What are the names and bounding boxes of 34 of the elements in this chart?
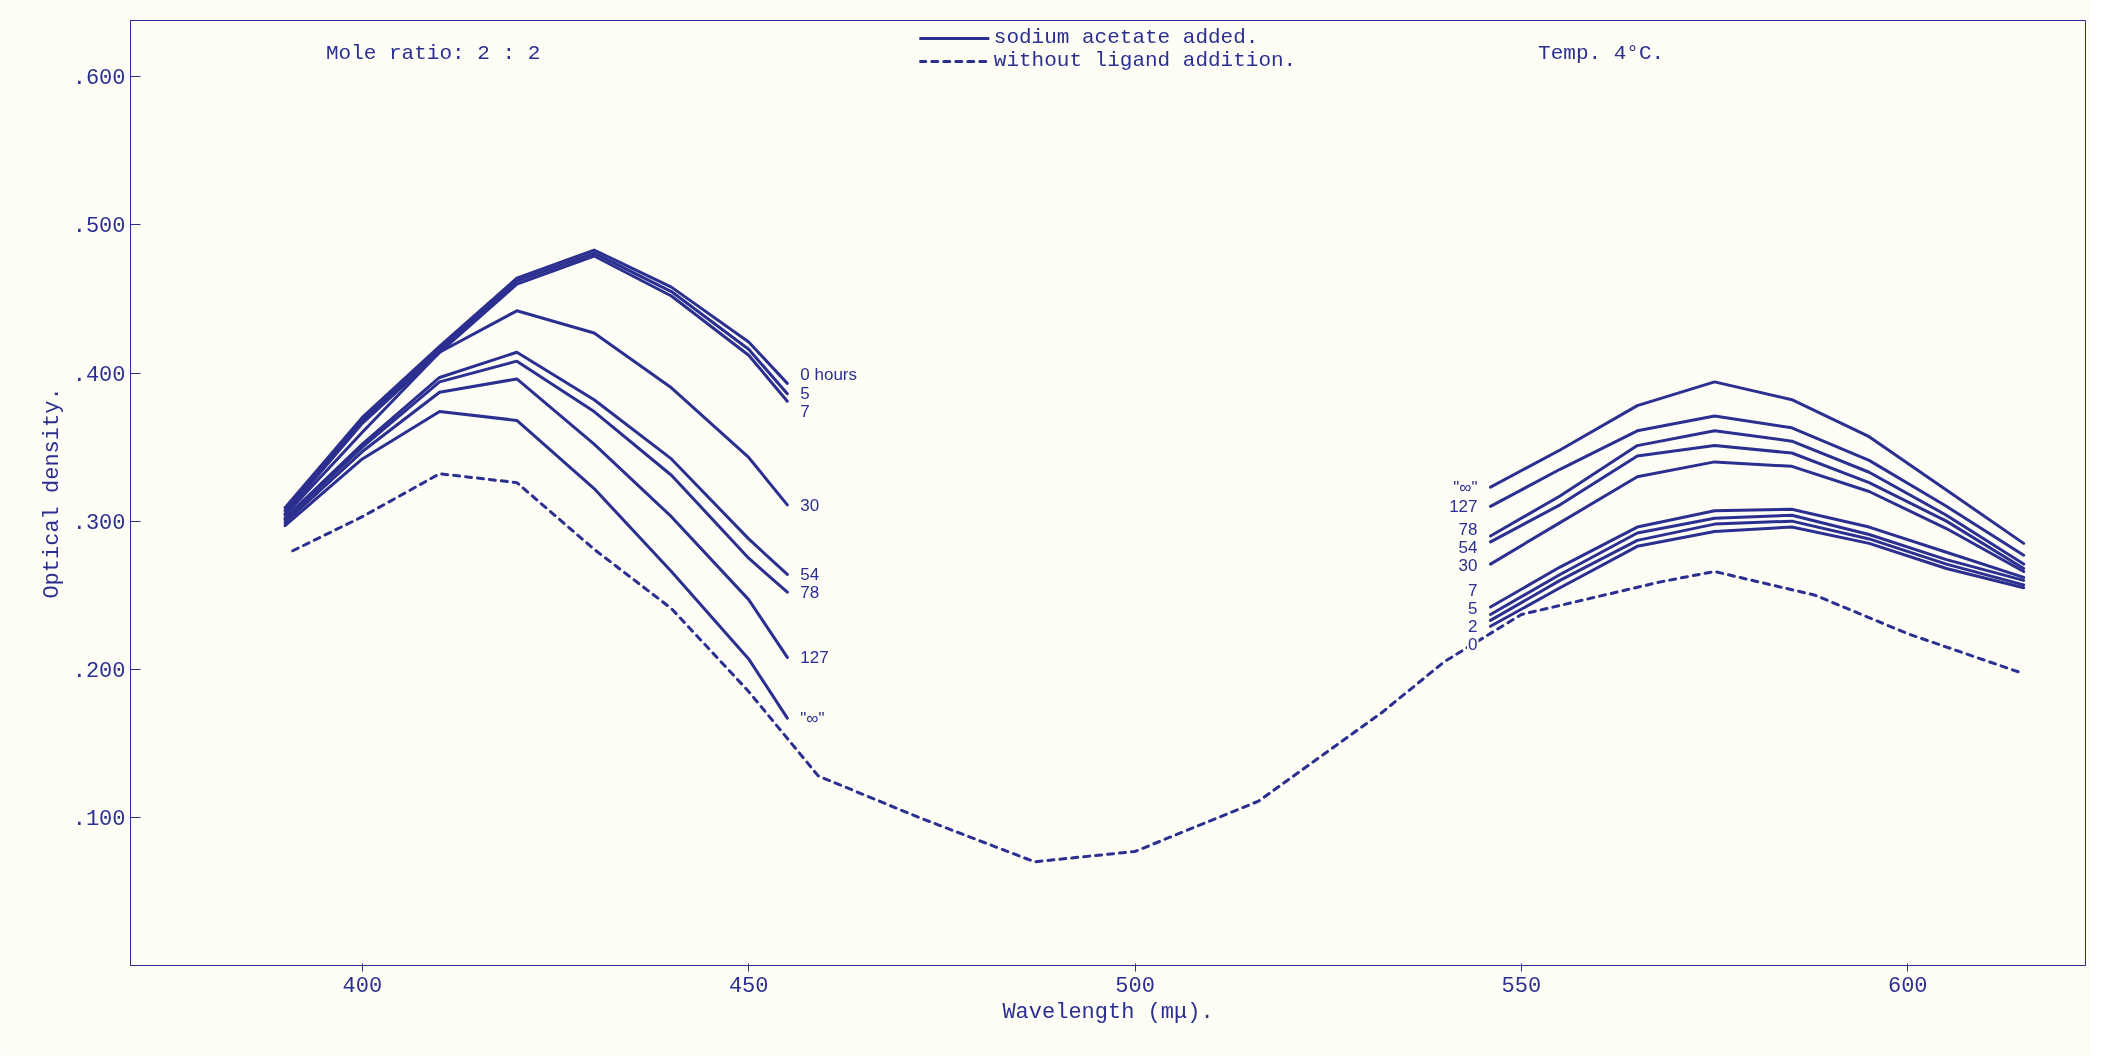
y-tick-label: .100 bbox=[72, 806, 126, 832]
series-label: 5 bbox=[1468, 599, 1478, 619]
y-tick-label: .200 bbox=[72, 658, 126, 684]
series-label: 7 bbox=[800, 401, 810, 421]
y-tick-label: .400 bbox=[72, 362, 126, 388]
x-tick-label: 550 bbox=[1501, 973, 1542, 999]
x-axis-title: Wavelength (mμ). bbox=[1002, 999, 1214, 1025]
series-label: "∞" bbox=[800, 708, 825, 728]
legend-label: without ligand addition. bbox=[993, 49, 1297, 72]
series-label: "∞" bbox=[1453, 477, 1478, 497]
series-label: 54 bbox=[800, 565, 820, 585]
y-axis-title: Optical density. bbox=[39, 387, 65, 599]
x-tick-label: 450 bbox=[728, 973, 769, 999]
y-tick-label: .300 bbox=[72, 510, 126, 536]
series-label: 30 bbox=[800, 495, 820, 515]
series-label: 30 bbox=[1458, 556, 1478, 576]
annotation: sodium acetate added. bbox=[993, 26, 1259, 49]
series-label: 54 bbox=[1458, 538, 1478, 558]
series-label: 127 bbox=[1449, 497, 1478, 517]
x-tick-label: 500 bbox=[1115, 973, 1155, 999]
series-label: 7 bbox=[1468, 581, 1478, 601]
x-tick-label: 600 bbox=[1887, 973, 1928, 999]
annotation: Mole ratio: 2 : 2 bbox=[326, 42, 541, 66]
series-label: 2 bbox=[1468, 617, 1478, 637]
y-tick-label: .500 bbox=[72, 214, 126, 240]
series-label: 78 bbox=[800, 583, 820, 603]
y-tick-label: .600 bbox=[72, 66, 126, 92]
series-label: 127 bbox=[800, 648, 829, 668]
series-label: 78 bbox=[1458, 520, 1478, 540]
series-label: 0 bbox=[1468, 635, 1478, 655]
x-tick-label: 400 bbox=[342, 973, 383, 999]
annotation: Temp. 4°C. bbox=[1538, 42, 1665, 66]
series-label: 0 hours bbox=[800, 365, 858, 385]
series-label: 5 bbox=[800, 383, 810, 403]
